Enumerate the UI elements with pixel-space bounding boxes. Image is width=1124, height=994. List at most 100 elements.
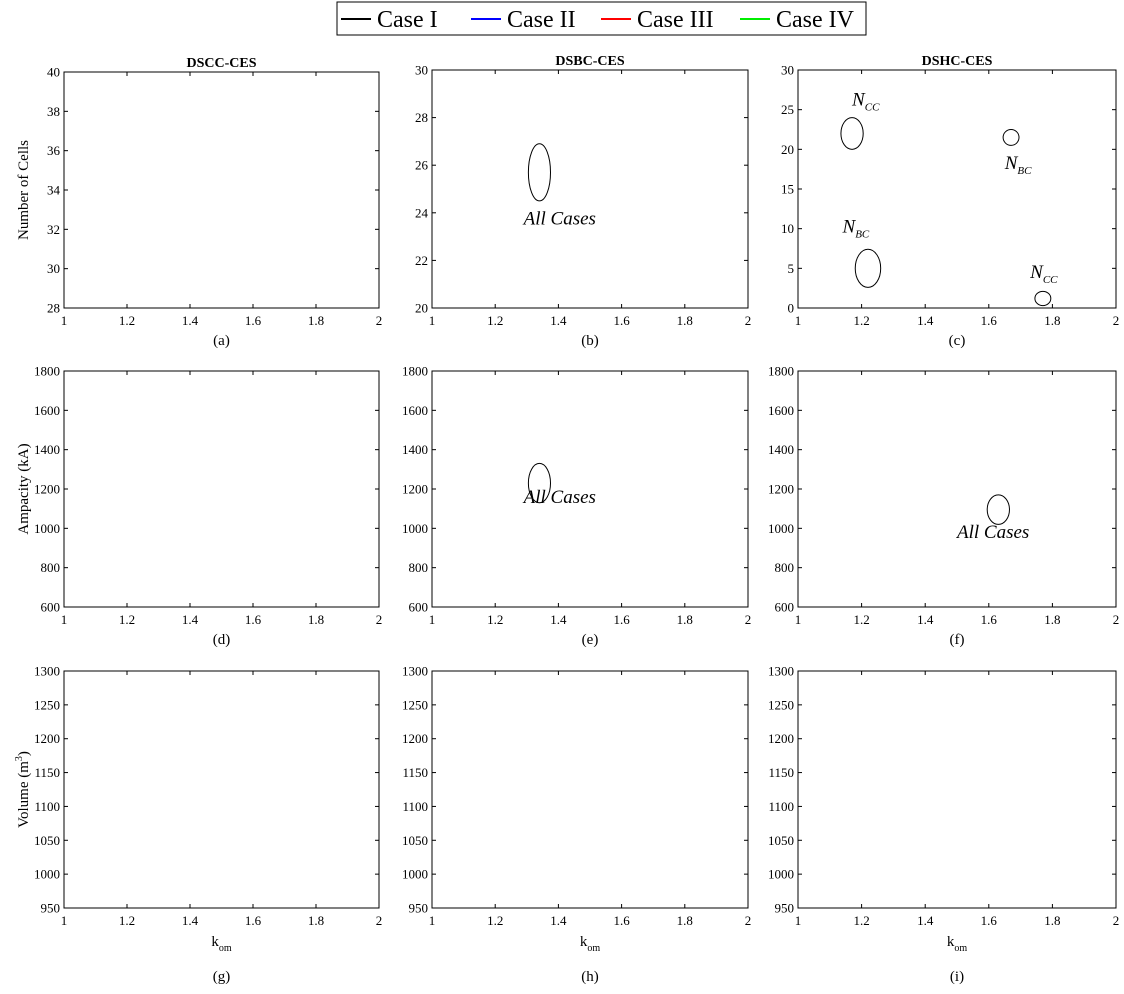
annotation-text-main: All Cases bbox=[955, 522, 1029, 543]
y-tick-label: 38 bbox=[47, 104, 60, 119]
x-tick-label: 1 bbox=[795, 612, 802, 627]
y-tick-label: 34 bbox=[47, 183, 61, 198]
panel-a: 1 1.2 1.4 1.6 1.8 2 28 30 32 34 36 38 40 DSCC-CES Numb… bbox=[16, 56, 382, 349]
y-tick-label: 1250 bbox=[402, 697, 428, 712]
panel-f: 1 1.2 1.4 1.6 1.8 2 600 800 1000 1200 1400 1600 1800… bbox=[768, 364, 1119, 649]
y-tick-label: 1150 bbox=[402, 765, 428, 780]
x-tick-label: 1.8 bbox=[1044, 913, 1060, 928]
y-tick-label: 36 bbox=[47, 143, 61, 158]
y-axis-label-text: Volume (m bbox=[16, 761, 32, 828]
y-tick-label: 30 bbox=[781, 63, 794, 78]
axes-frame bbox=[431, 670, 749, 909]
annotation: NBC bbox=[842, 217, 882, 288]
y-tick-label: 1100 bbox=[768, 799, 794, 814]
x-tick-label: 1.4 bbox=[550, 913, 567, 928]
y-tick-label: 1250 bbox=[768, 697, 794, 712]
y-tick-label: 30 bbox=[47, 261, 60, 276]
y-tick-label: 20 bbox=[415, 301, 428, 316]
x-tick-label: 1.6 bbox=[981, 913, 998, 928]
x-axis-label: kom bbox=[947, 934, 968, 954]
y-tick-label: 1200 bbox=[34, 731, 60, 746]
y-tick-label: 1300 bbox=[402, 664, 428, 679]
annotation-ellipse bbox=[1034, 290, 1052, 307]
x-tick-label: 1.4 bbox=[550, 612, 567, 627]
x-tick-label: 1.6 bbox=[245, 612, 262, 627]
y-tick-label: 800 bbox=[41, 560, 61, 575]
annotation-text: All Cases bbox=[522, 487, 596, 508]
subplot-label: (d) bbox=[213, 632, 231, 648]
y-tick-label: 1200 bbox=[402, 482, 428, 497]
x-tick-label: 1.2 bbox=[487, 612, 503, 627]
y-tick-label: 24 bbox=[415, 205, 429, 220]
x-tick-label: 1.6 bbox=[613, 913, 630, 928]
annotation-ellipse bbox=[986, 494, 1010, 525]
y-tick-label: 30 bbox=[415, 63, 428, 78]
x-tick-label: 1.8 bbox=[308, 313, 324, 328]
x-tick-label: 1.2 bbox=[119, 913, 135, 928]
y-tick-label: 1150 bbox=[34, 765, 60, 780]
axes-frame bbox=[797, 370, 1117, 608]
x-axis-label-text: k bbox=[211, 934, 219, 950]
annotation-text-sub: BC bbox=[1017, 165, 1032, 177]
y-tick-label: 1400 bbox=[402, 442, 428, 457]
y-tick-label: 1000 bbox=[402, 867, 428, 882]
ticks: 1 1.2 1.4 1.6 1.8 2 28 30 32 34 36 38 40 bbox=[47, 65, 382, 329]
y-axis-label-sup: 3 bbox=[14, 756, 25, 761]
y-tick-label: 1050 bbox=[34, 833, 60, 848]
y-tick-label: 1000 bbox=[768, 521, 794, 536]
x-tick-label: 1.2 bbox=[487, 913, 503, 928]
x-tick-label: 1 bbox=[795, 313, 802, 328]
axes-frame bbox=[63, 670, 380, 909]
annotation-text: All Cases bbox=[955, 522, 1029, 543]
x-tick-label: 1.4 bbox=[917, 612, 934, 627]
y-tick-label: 1200 bbox=[768, 482, 794, 497]
x-tick-label: 1.8 bbox=[308, 913, 324, 928]
annotation-ellipse bbox=[854, 248, 882, 288]
y-tick-label: 1000 bbox=[402, 521, 428, 536]
y-axis-label-end: ) bbox=[16, 751, 32, 756]
y-axis-label-text: Number of Cells bbox=[16, 140, 32, 240]
y-tick-label: 32 bbox=[47, 222, 60, 237]
x-tick-label: 1.4 bbox=[917, 913, 934, 928]
annotation-ellipse bbox=[1002, 129, 1020, 146]
annotation-text-main: N bbox=[1004, 153, 1019, 174]
subplot-label: (c) bbox=[949, 333, 966, 349]
annotation-text: All Cases bbox=[522, 209, 596, 230]
y-tick-label: 1000 bbox=[768, 867, 794, 882]
x-tick-label: 2 bbox=[1113, 313, 1120, 328]
annotation-text-sub: CC bbox=[1043, 274, 1058, 286]
y-tick-label: 5 bbox=[788, 261, 795, 276]
panel-title: DSCC-CES bbox=[186, 56, 256, 71]
x-tick-label: 1.4 bbox=[550, 313, 567, 328]
annotation: NBC bbox=[1002, 129, 1032, 177]
annotation-text: NBC bbox=[1004, 153, 1032, 177]
ticks: 1 1.2 1.4 1.6 1.8 2 950 1000 1050 1100 1150 1200 125… bbox=[402, 664, 751, 929]
y-tick-label: 25 bbox=[781, 102, 794, 117]
ticks: 1 1.2 1.4 1.6 1.8 2 600 800 1000 1200 1400 1600 1800 bbox=[768, 364, 1119, 628]
x-tick-label: 1.8 bbox=[1044, 612, 1060, 627]
x-axis-label-sub: om bbox=[587, 943, 600, 954]
x-tick-label: 1.8 bbox=[677, 612, 693, 627]
x-tick-label: 1.6 bbox=[245, 313, 262, 328]
y-tick-label: 1300 bbox=[34, 664, 60, 679]
subplot-label: (g) bbox=[213, 969, 231, 985]
subplot-label: (e) bbox=[582, 632, 599, 648]
y-tick-label: 1800 bbox=[34, 364, 60, 379]
x-tick-label: 1 bbox=[429, 313, 436, 328]
x-axis-label-sub: om bbox=[954, 943, 967, 954]
panel-title: DSBC-CES bbox=[555, 54, 624, 69]
annotation-text-sub: CC bbox=[865, 102, 880, 114]
y-tick-label: 40 bbox=[47, 65, 60, 80]
y-tick-label: 22 bbox=[415, 253, 428, 268]
y-tick-label: 1600 bbox=[402, 403, 428, 418]
legend: Case I Case II Case III Case IV bbox=[336, 1, 867, 36]
x-tick-label: 1.8 bbox=[677, 913, 693, 928]
x-axis-label-sub: om bbox=[219, 943, 232, 954]
panel-b: 1 1.2 1.4 1.6 1.8 2 20 22 24 26 28 30 DSBC-CES (b) All… bbox=[415, 54, 751, 349]
y-axis-label-text: Ampacity (kA) bbox=[16, 443, 32, 534]
y-tick-label: 600 bbox=[775, 600, 795, 615]
annotation: NCC bbox=[1029, 262, 1058, 307]
ticks: 1 1.2 1.4 1.6 1.8 2 950 1000 1050 1100 1150 1200 125… bbox=[768, 664, 1119, 929]
